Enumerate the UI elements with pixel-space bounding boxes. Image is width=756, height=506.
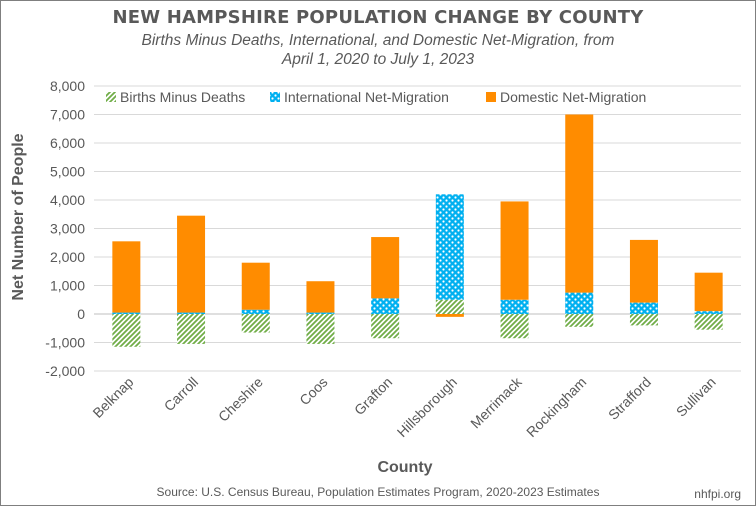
bar-domestic-net-migration (177, 215, 206, 313)
bar-domestic-net-migration (241, 262, 270, 310)
y-tick-label: 8,000 (50, 78, 85, 94)
legend-swatch-births (106, 92, 116, 102)
x-tick-label: Hillsborough (394, 374, 460, 440)
bar-international-net-migration (694, 311, 723, 314)
y-tick-label: -2,000 (45, 363, 85, 379)
y-tick-label: 6,000 (50, 135, 85, 151)
legend-swatch-domestic (486, 92, 496, 102)
source-note: Source: U.S. Census Bureau, Population E… (156, 485, 600, 499)
x-tick-label: Belknap (89, 374, 136, 421)
y-tick-label: -1,000 (45, 335, 85, 351)
legend-label: Births Minus Deaths (120, 89, 245, 105)
y-tick-label: 0 (77, 306, 85, 322)
bar-domestic-net-migration (565, 114, 594, 293)
x-tick-label: Sullivan (673, 374, 719, 420)
bar-international-net-migration (112, 312, 141, 314)
bar-domestic-net-migration (500, 201, 529, 300)
legend-label: Domestic Net-Migration (500, 89, 646, 105)
subtitle-line-1: Births Minus Deaths, International, and … (141, 32, 615, 49)
x-tick-label: Rockingham (523, 374, 589, 440)
bar-births-minus-deaths (241, 314, 270, 333)
bar-domestic-net-migration (371, 237, 400, 299)
y-tick-label: 1,000 (50, 278, 85, 294)
legend-label: International Net-Migration (284, 89, 449, 105)
x-tick-label: Merrimack (467, 373, 525, 431)
y-tick-label: 2,000 (50, 249, 85, 265)
x-axis-ticks: Belknap Carroll Cheshire Coos GraftonHillsbo… (89, 373, 718, 440)
y-tick-label: 5,000 (50, 164, 85, 180)
bar-births-minus-deaths (112, 314, 141, 347)
subtitle-line-2: April 1, 2020 to July 1, 2023 (281, 51, 475, 68)
bar-international-net-migration (371, 298, 400, 314)
bar-international-net-migration (435, 194, 464, 300)
bar-international-net-migration (306, 312, 335, 314)
x-tick-label: Cheshire (215, 374, 266, 425)
bars (112, 114, 723, 347)
bar-international-net-migration (565, 292, 594, 314)
bar-births-minus-deaths (435, 299, 464, 314)
site-credit: nhfpi.org (694, 487, 741, 501)
chart-subtitle: Births Minus Deaths, International, and … (1, 31, 755, 69)
bar-domestic-net-migration (694, 272, 723, 312)
y-tick-label: 7,000 (50, 107, 85, 123)
bar-international-net-migration (500, 299, 529, 314)
bar-domestic-net-migration (112, 241, 141, 313)
x-tick-label: Grafton (351, 374, 395, 418)
x-tick-label: Strafford (605, 374, 654, 423)
y-axis-ticks: -2,000 -1,000 0 1,000 2,000 3,000 4,000 5,000 6,… (45, 78, 85, 379)
bar-international-net-migration (177, 312, 206, 314)
y-tick-label: 4,000 (50, 192, 85, 208)
bar-births-minus-deaths (371, 314, 400, 339)
bar-domestic-net-migration (306, 281, 335, 313)
x-axis-label: County (377, 459, 432, 476)
legend-swatch-international (270, 92, 280, 102)
legend: Births Minus Deaths International Net-Mig… (106, 89, 646, 105)
bar-births-minus-deaths (629, 314, 658, 326)
bar-births-minus-deaths (565, 314, 594, 327)
y-tick-label: 3,000 (50, 221, 85, 237)
y-axis-label: Net Number of People (10, 133, 27, 300)
bar-international-net-migration (241, 309, 270, 314)
bar-births-minus-deaths (500, 314, 529, 339)
x-tick-label: Coos (296, 374, 330, 408)
bar-births-minus-deaths (694, 314, 723, 330)
x-tick-label: Carroll (161, 374, 201, 414)
bar-domestic-net-migration (435, 314, 464, 317)
bar-births-minus-deaths (177, 314, 206, 344)
chart-title: NEW HAMPSHIRE POPULATION CHANGE BY COUNT… (112, 7, 644, 28)
bar-births-minus-deaths (306, 314, 335, 344)
bar-international-net-migration (629, 302, 658, 314)
bar-domestic-net-migration (629, 239, 658, 303)
